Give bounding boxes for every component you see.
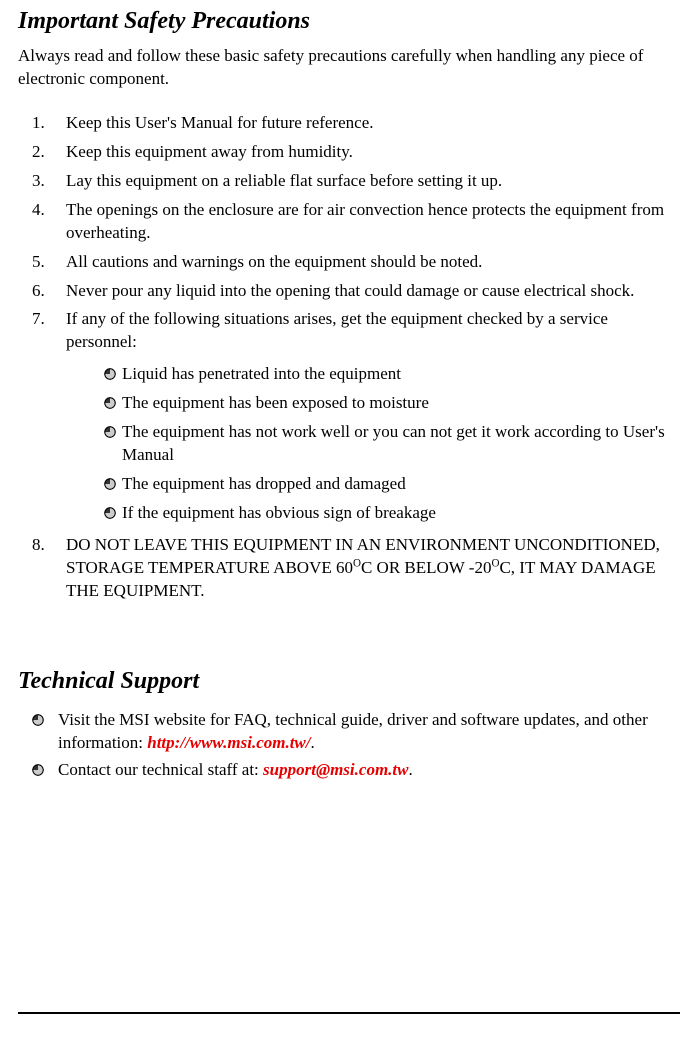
bullet-icon [32,714,44,726]
bullet-icon [104,478,116,490]
sub-text: The equipment has been exposed to moistu… [122,392,429,415]
bullet-icon [104,426,116,438]
safety-intro: Always read and follow these basic safet… [18,45,680,91]
bullet-icon [104,368,116,380]
item-text: The openings on the enclosure are for ai… [66,199,680,245]
tech-text: Contact our technical staff at: support@… [58,759,680,782]
sub-text: If the equipment has obvious sign of bre… [122,502,436,525]
tech-post: . [408,760,412,779]
tech-support-section: Technical Support Visit the MSI website … [18,668,680,784]
item-number: 8. [32,534,66,603]
item-number: 1. [32,112,66,135]
list-item: 2.Keep this equipment away from humidity… [32,138,680,167]
bullet-icon [32,764,44,776]
sub-text: The equipment has not work well or you c… [122,421,680,467]
tech-pre: Contact our technical staff at: [58,760,263,779]
tech-heading: Technical Support [18,668,680,695]
item-7-text: If any of the following situations arise… [66,309,608,351]
website-link[interactable]: http://www.msi.com.tw/ [147,733,310,752]
tech-post: . [311,733,315,752]
tech-item: Contact our technical staff at: support@… [24,757,680,784]
item-number: 7. [32,308,66,528]
sub-item: The equipment has dropped and damaged [66,470,680,499]
item8-part: C OR BELOW -20 [361,558,492,577]
tech-list: Visit the MSI website for FAQ, technical… [24,707,680,784]
bullet-icon [104,507,116,519]
tech-item: Visit the MSI website for FAQ, technical… [24,707,680,757]
list-item: 5.All cautions and warnings on the equip… [32,248,680,277]
degree-superscript: O [353,557,361,569]
item-text: If any of the following situations arise… [66,308,680,528]
item-8-text: DO NOT LEAVE THIS EQUIPMENT IN AN ENVIRO… [66,534,680,603]
precautions-list: 1.Keep this User's Manual for future ref… [32,109,680,606]
list-item: 6.Never pour any liquid into the opening… [32,277,680,306]
item-number: 3. [32,170,66,193]
list-item: 3.Lay this equipment on a reliable flat … [32,167,680,196]
sub-list: Liquid has penetrated into the equipment… [66,360,680,528]
sub-item: The equipment has not work well or you c… [66,418,680,470]
bullet-icon [104,397,116,409]
sub-item: Liquid has penetrated into the equipment [66,360,680,389]
item-number: 4. [32,199,66,245]
item-number: 2. [32,141,66,164]
tech-text: Visit the MSI website for FAQ, technical… [58,709,680,755]
item-text: Lay this equipment on a reliable flat su… [66,170,680,193]
email-link[interactable]: support@msi.com.tw [263,760,408,779]
item-text: All cautions and warnings on the equipme… [66,251,680,274]
item-text: Keep this equipment away from humidity. [66,141,680,164]
item-number: 6. [32,280,66,303]
sub-text: Liquid has penetrated into the equipment [122,363,401,386]
safety-heading: Important Safety Precautions [18,8,680,35]
footer-rule [18,1012,680,1014]
list-item: 7. If any of the following situations ar… [32,305,680,531]
item-text: Never pour any liquid into the opening t… [66,280,680,303]
item-text: Keep this User's Manual for future refer… [66,112,680,135]
sub-item: If the equipment has obvious sign of bre… [66,499,680,528]
list-item: 8. DO NOT LEAVE THIS EQUIPMENT IN AN ENV… [32,531,680,606]
sub-text: The equipment has dropped and damaged [122,473,406,496]
list-item: 1.Keep this User's Manual for future ref… [32,109,680,138]
page: Important Safety Precautions Always read… [0,0,698,1038]
list-item: 4.The openings on the enclosure are for … [32,196,680,248]
sub-item: The equipment has been exposed to moistu… [66,389,680,418]
item-number: 5. [32,251,66,274]
